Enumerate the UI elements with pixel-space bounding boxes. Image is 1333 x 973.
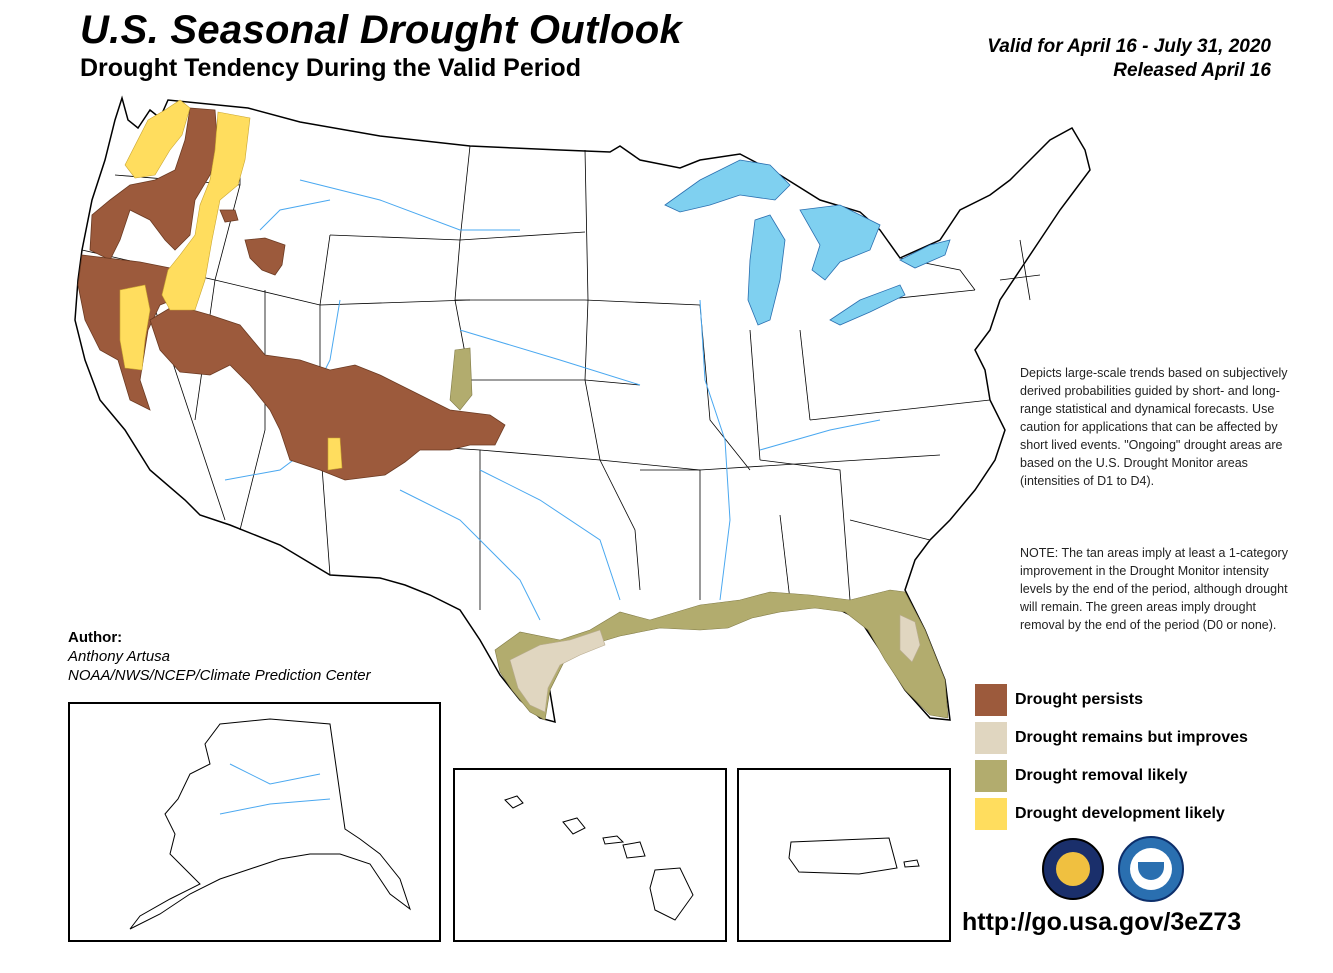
legend-swatch-development: [975, 798, 1007, 830]
outlook-url-link[interactable]: http://go.usa.gov/3eZ73: [962, 908, 1242, 936]
noaa-logo: [1118, 836, 1184, 902]
map-title: U.S. Seasonal Drought Outlook: [80, 8, 683, 52]
legend-item-development: Drought development likely: [975, 798, 1225, 830]
state-borders: [81, 120, 1041, 610]
legend-label-development: Drought development likely: [1015, 805, 1225, 822]
legend-item-removal: Drought removal likely: [975, 760, 1188, 792]
note-text: NOTE: The tan areas imply at least a 1-c…: [1020, 546, 1288, 632]
valid-period: Valid for April 16 - July 31, 2020: [987, 36, 1271, 57]
author-name: Anthony Artusa: [68, 648, 171, 665]
legend-label-removal: Drought removal likely: [1015, 767, 1188, 784]
legend-swatch-improves: [975, 722, 1007, 754]
author-org: NOAA/NWS/NCEP/Climate Prediction Center: [68, 667, 371, 684]
map-subtitle: Drought Tendency During the Valid Period: [80, 54, 581, 82]
drought-development-areas: [119, 99, 343, 471]
description-text: Depicts large-scale trends based on subj…: [1020, 366, 1288, 488]
hawaii-map: [504, 795, 694, 921]
hawaii-inset: [453, 768, 727, 942]
author-label: Author:: [68, 629, 123, 646]
puerto-rico-map: [788, 837, 920, 875]
alaska-map: [129, 718, 411, 930]
legend-label-improves: Drought remains but improves: [1015, 729, 1248, 746]
legend-item-persists: Drought persists: [975, 684, 1143, 716]
legend-swatch-persists: [975, 684, 1007, 716]
legend-label-persists: Drought persists: [1015, 691, 1144, 708]
drought-improves-areas: [509, 614, 921, 713]
author-block: Author: Anthony Artusa NOAA/NWS/NCEP/Cli…: [68, 628, 371, 685]
puerto-rico-inset: [737, 768, 951, 942]
release-date: Released April 16: [1113, 60, 1271, 81]
legend-swatch-removal: [975, 760, 1007, 792]
legend-item-improves: Drought remains but improves: [975, 722, 1248, 754]
doc-seal-logo: [1042, 838, 1104, 900]
alaska-inset: [68, 702, 441, 942]
drought-removal-areas: [449, 347, 949, 721]
great-lakes: [664, 159, 951, 326]
